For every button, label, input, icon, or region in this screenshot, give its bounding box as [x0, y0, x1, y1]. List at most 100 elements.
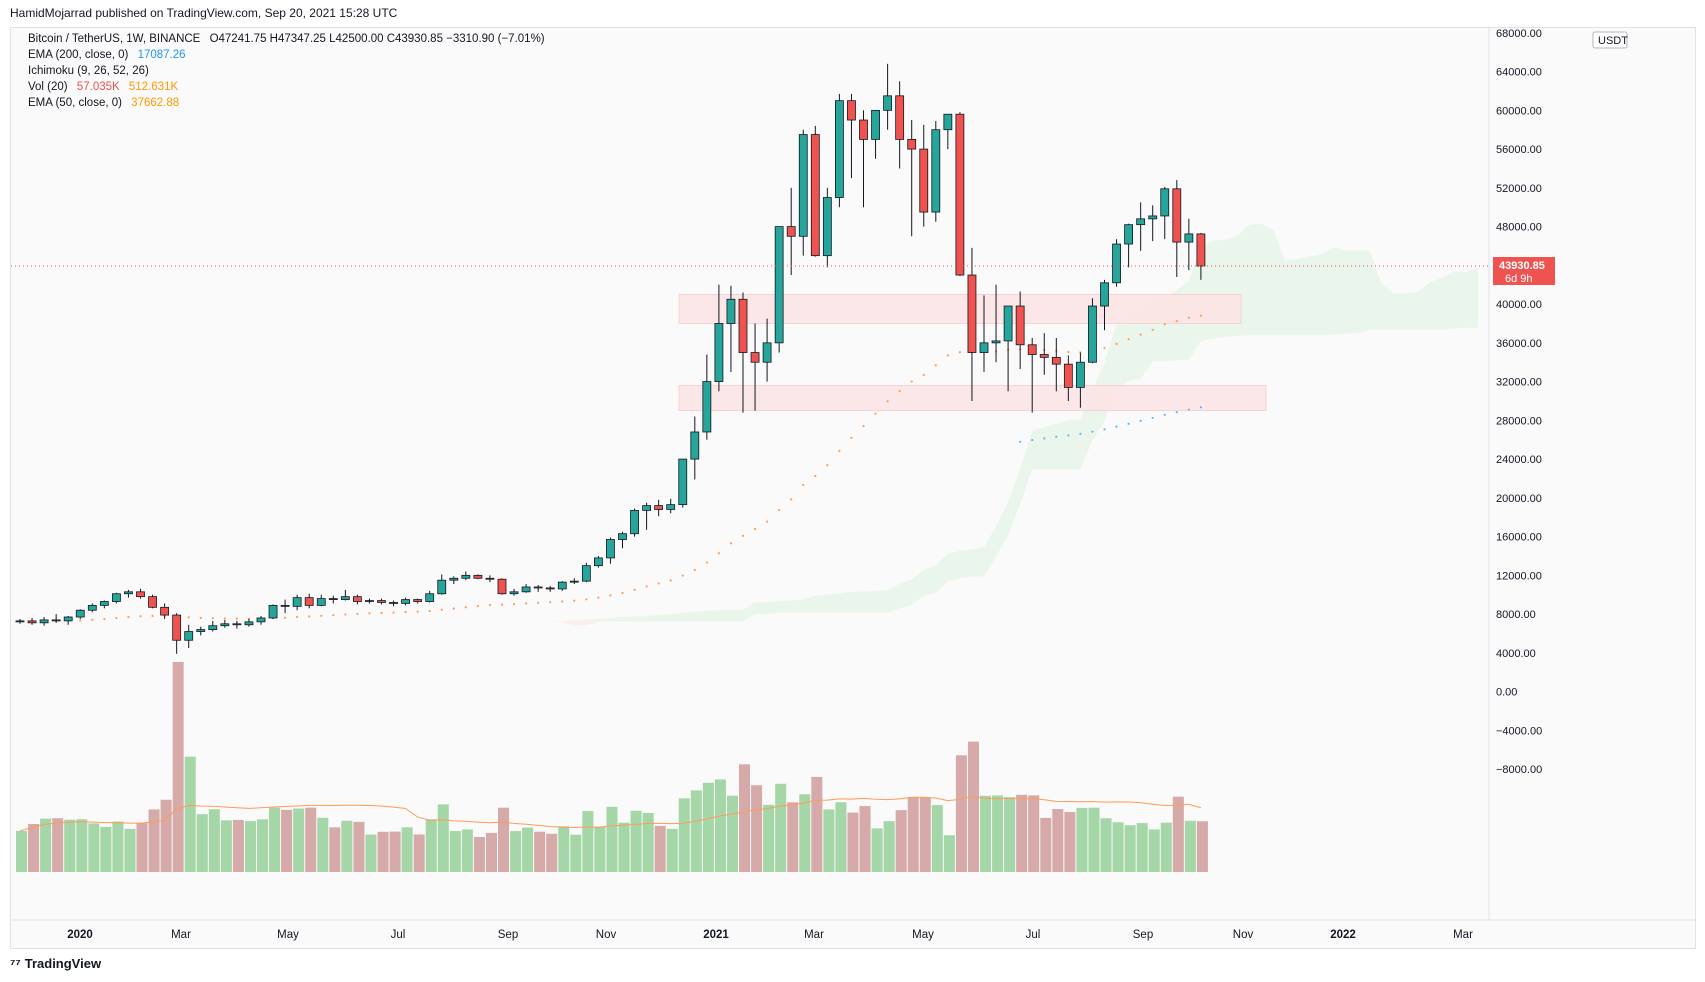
- candle[interactable]: [208, 620, 218, 632]
- candle[interactable]: [907, 120, 917, 237]
- currency-badge[interactable]: [1592, 31, 1628, 49]
- candle[interactable]: [340, 589, 350, 601]
- candle[interactable]: [196, 626, 206, 636]
- candle[interactable]: [148, 594, 157, 609]
- candle[interactable]: [75, 609, 85, 619]
- candle[interactable]: [967, 247, 977, 401]
- candle[interactable]: [449, 576, 459, 585]
- candle[interactable]: [822, 187, 832, 268]
- candle[interactable]: [1100, 279, 1109, 331]
- candle[interactable]: [642, 502, 651, 530]
- candle[interactable]: [545, 586, 555, 592]
- candle[interactable]: [51, 614, 61, 623]
- candle[interactable]: [244, 618, 254, 627]
- candle[interactable]: [292, 594, 302, 611]
- candle[interactable]: [594, 555, 603, 568]
- candle[interactable]: [365, 598, 374, 604]
- candle[interactable]: [352, 594, 362, 605]
- candle[interactable]: [750, 323, 760, 411]
- candle[interactable]: [1184, 218, 1194, 271]
- candle[interactable]: [232, 620, 242, 629]
- candle[interactable]: [473, 574, 483, 580]
- candle[interactable]: [425, 590, 435, 603]
- legend-symbol[interactable]: Bitcoin / TetherUS, 1W, BINANCE: [28, 33, 201, 45]
- candle[interactable]: [461, 571, 471, 581]
- legend-ichimoku-row[interactable]: Ichimoku (9, 26, 52, 26): [28, 65, 155, 77]
- candle[interactable]: [1172, 180, 1182, 277]
- candle[interactable]: [1196, 232, 1206, 280]
- candle[interactable]: [172, 613, 182, 654]
- candle[interactable]: [437, 574, 447, 595]
- candle[interactable]: [1039, 333, 1049, 375]
- candle[interactable]: [1076, 352, 1085, 408]
- candle[interactable]: [871, 109, 880, 159]
- candle[interactable]: [798, 129, 808, 256]
- candle[interactable]: [666, 498, 676, 514]
- candle[interactable]: [726, 285, 736, 372]
- candle[interactable]: [280, 599, 290, 614]
- candle[interactable]: [99, 600, 109, 609]
- candle[interactable]: [328, 595, 338, 604]
- legend-ema200-row[interactable]: EMA (200, close, 0) 17087.26: [28, 49, 192, 61]
- candle[interactable]: [1112, 239, 1121, 287]
- candle[interactable]: [943, 113, 953, 150]
- legend-ema50-row[interactable]: EMA (50, close, 0) 37662.88: [28, 97, 185, 109]
- candle[interactable]: [581, 562, 591, 583]
- candle[interactable]: [63, 616, 73, 625]
- candle[interactable]: [1160, 186, 1170, 240]
- candle[interactable]: [1051, 338, 1061, 392]
- candle[interactable]: [1148, 205, 1158, 242]
- candle[interactable]: [316, 594, 326, 607]
- candle[interactable]: [15, 618, 25, 624]
- candle[interactable]: [256, 616, 266, 625]
- candle[interactable]: [1088, 298, 1097, 364]
- candle[interactable]: [678, 458, 688, 508]
- candle[interactable]: [847, 93, 856, 179]
- candle[interactable]: [810, 125, 820, 257]
- legend-vol-row[interactable]: Vol (20) 57.035K 512.631K: [28, 81, 184, 93]
- candle[interactable]: [220, 619, 230, 628]
- candle[interactable]: [895, 81, 905, 169]
- candle[interactable]: [413, 598, 423, 604]
- candle[interactable]: [630, 508, 639, 537]
- candle[interactable]: [521, 584, 531, 593]
- candle[interactable]: [1003, 305, 1013, 392]
- candle[interactable]: [955, 112, 965, 277]
- candle[interactable]: [702, 354, 712, 440]
- candle[interactable]: [714, 284, 724, 392]
- candle[interactable]: [485, 575, 495, 583]
- candle[interactable]: [931, 121, 941, 222]
- candle[interactable]: [774, 226, 784, 353]
- candle[interactable]: [1136, 202, 1146, 251]
- candle[interactable]: [883, 63, 892, 130]
- candle[interactable]: [1063, 355, 1073, 401]
- candle[interactable]: [618, 531, 627, 549]
- candle[interactable]: [136, 588, 145, 599]
- candle[interactable]: [184, 624, 194, 649]
- candle[interactable]: [268, 604, 278, 619]
- candle[interactable]: [859, 110, 868, 208]
- candle[interactable]: [690, 416, 700, 480]
- candle[interactable]: [654, 499, 664, 517]
- candle[interactable]: [87, 603, 97, 613]
- candle[interactable]: [1027, 338, 1037, 413]
- candlestick-chart[interactable]: 68000.00 64000.00 60000.00 56000.00 52000.00…: [11, 28, 1697, 950]
- candle[interactable]: [1015, 291, 1025, 370]
- candle[interactable]: [919, 124, 929, 227]
- candle[interactable]: [497, 578, 507, 595]
- candle[interactable]: [1124, 223, 1133, 268]
- candle[interactable]: [606, 537, 615, 564]
- candle[interactable]: [557, 581, 567, 591]
- chart-panel[interactable]: 68000.00 64000.00 60000.00 56000.00 52000.00…: [10, 27, 1697, 950]
- candle[interactable]: [762, 318, 772, 382]
- candle[interactable]: [835, 93, 844, 208]
- candle[interactable]: [979, 295, 989, 372]
- candle[interactable]: [389, 600, 398, 607]
- candle[interactable]: [160, 603, 170, 619]
- candle[interactable]: [377, 598, 386, 605]
- candle[interactable]: [27, 617, 37, 625]
- candle[interactable]: [401, 597, 411, 606]
- candle[interactable]: [112, 592, 121, 604]
- candle[interactable]: [124, 589, 133, 598]
- candle[interactable]: [569, 578, 579, 585]
